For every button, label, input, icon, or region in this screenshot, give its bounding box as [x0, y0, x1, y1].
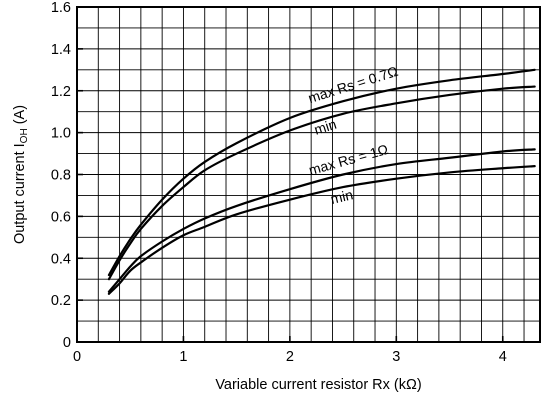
y-axis-title-subscript: OH [19, 128, 30, 143]
x-tick-label: 2 [286, 349, 294, 365]
series-lines [107, 68, 536, 295]
y-tick-label: 1.6 [51, 0, 71, 16]
x-tick-label: 0 [73, 349, 81, 365]
y-tick-label: 1.4 [51, 42, 71, 58]
y-tick-label: 0.4 [51, 251, 71, 267]
y-tick-label: 1.0 [51, 126, 71, 142]
axis-ticks: 0 1 2 3 4 0 0.2 0.4 0.6 0.8 1.0 1.2 1.4 1.6 [51, 0, 507, 365]
y-tick-label: 0.2 [51, 293, 71, 309]
x-tick-label: 3 [392, 349, 400, 365]
y-axis-title-unit: (A) [12, 105, 28, 128]
y-axis-title-main: Output current I [12, 143, 28, 244]
y-tick-label: 0.8 [51, 168, 71, 184]
grid [77, 7, 540, 342]
series-label: min [329, 186, 355, 207]
y-tick-label: 0 [63, 335, 71, 351]
x-tick-label: 1 [179, 349, 187, 365]
x-tick-label: 4 [499, 349, 507, 365]
series-line-max-rs-1 [107, 148, 536, 293]
y-axis-title: Output current IOH (A) [12, 105, 30, 244]
series-label: min [312, 116, 338, 138]
y-tick-label: 1.2 [51, 84, 71, 100]
series-line-min-rs-0-7 [107, 85, 536, 281]
x-axis-title: Variable current resistor Rx (kΩ) [215, 377, 421, 393]
y-tick-label: 0.6 [51, 209, 71, 225]
series-line-max-rs-0-7 [107, 68, 536, 277]
series-line-min-rs-1 [107, 165, 536, 295]
